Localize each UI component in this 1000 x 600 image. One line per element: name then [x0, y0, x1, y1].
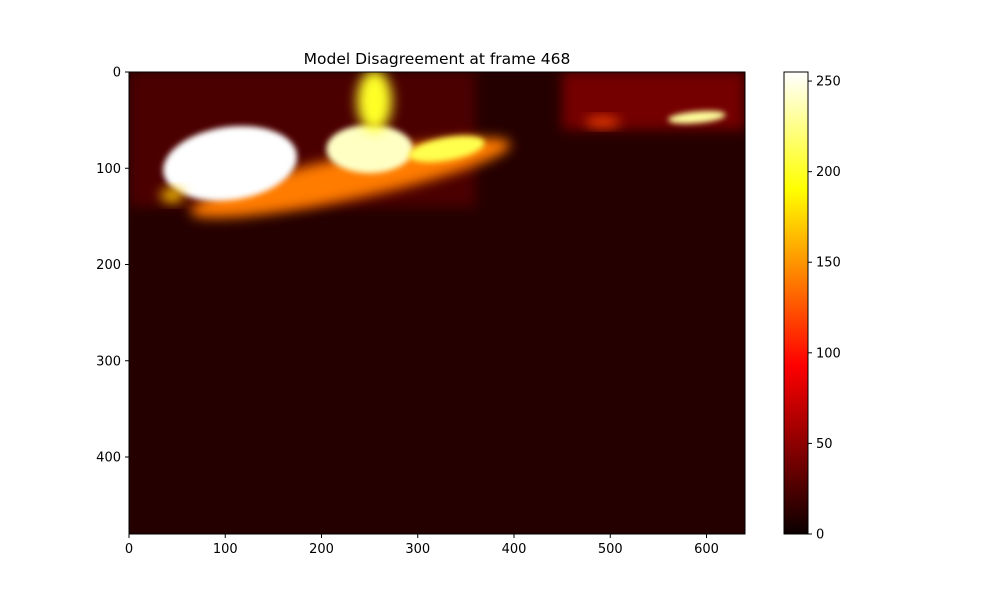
heatmap-region-hotspot-main — [163, 126, 297, 201]
heatmap-region-lower-left-blip — [160, 188, 184, 202]
colorbar-tick-label: 250 — [816, 75, 841, 90]
colorbar-tick-label: 0 — [816, 528, 824, 543]
heatmap-region-far-right-streak — [668, 110, 726, 124]
colorbar-tick-label: 50 — [816, 437, 833, 452]
heatmap-region-hotspot-right — [408, 135, 485, 163]
heatmap-region-mid-right-streak — [585, 117, 620, 127]
x-tick-label: 300 — [405, 542, 430, 557]
heatmap-region-vertical-top — [357, 72, 392, 132]
heatmap-image — [129, 72, 745, 534]
x-tick-label: 600 — [694, 542, 719, 557]
colorbar-tick-label: 100 — [816, 346, 841, 361]
x-axis: 0 100 200 300 400 500 600 — [125, 534, 719, 557]
colorbar — [783, 71, 809, 535]
y-tick-label: 400 — [96, 451, 121, 466]
x-tick-label: 500 — [598, 542, 623, 557]
chart-title: Model Disagreement at frame 468 — [304, 50, 571, 68]
y-tick-label: 300 — [96, 354, 121, 369]
x-tick-label: 200 — [309, 542, 334, 557]
x-tick-label: 100 — [213, 542, 238, 557]
y-tick-label: 100 — [96, 162, 121, 177]
x-tick-label: 400 — [502, 542, 527, 557]
y-tick-label: 200 — [96, 258, 121, 273]
y-tick-label: 0 — [113, 66, 121, 81]
x-tick-label: 0 — [125, 542, 133, 557]
colorbar-tick-label: 150 — [816, 256, 841, 271]
heatmap-region-hotspot-mid — [326, 124, 413, 174]
plot-frame — [128, 71, 746, 535]
y-axis: 0 100 200 300 400 — [96, 66, 129, 466]
colorbar-tick-label: 200 — [816, 165, 841, 180]
colorbar-axis: 0 50 100 150 200 250 — [808, 75, 841, 543]
